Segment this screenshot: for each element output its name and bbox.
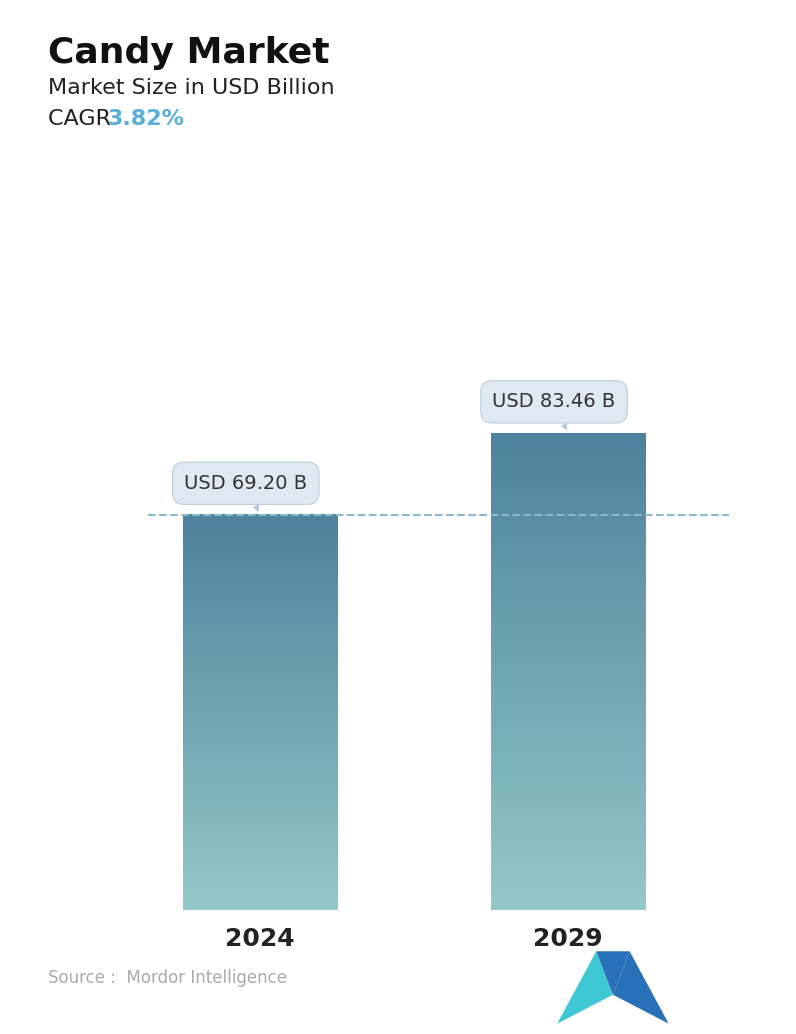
Text: Candy Market: Candy Market bbox=[48, 36, 330, 70]
Text: CAGR: CAGR bbox=[48, 109, 125, 128]
Text: 3.82%: 3.82% bbox=[107, 109, 185, 128]
Text: Source :  Mordor Intelligence: Source : Mordor Intelligence bbox=[48, 970, 287, 987]
Polygon shape bbox=[613, 951, 669, 1024]
Text: USD 83.46 B: USD 83.46 B bbox=[493, 392, 615, 429]
Text: USD 69.20 B: USD 69.20 B bbox=[184, 474, 307, 511]
Text: Market Size in USD Billion: Market Size in USD Billion bbox=[48, 78, 334, 97]
Polygon shape bbox=[557, 951, 613, 1024]
Polygon shape bbox=[596, 951, 630, 995]
